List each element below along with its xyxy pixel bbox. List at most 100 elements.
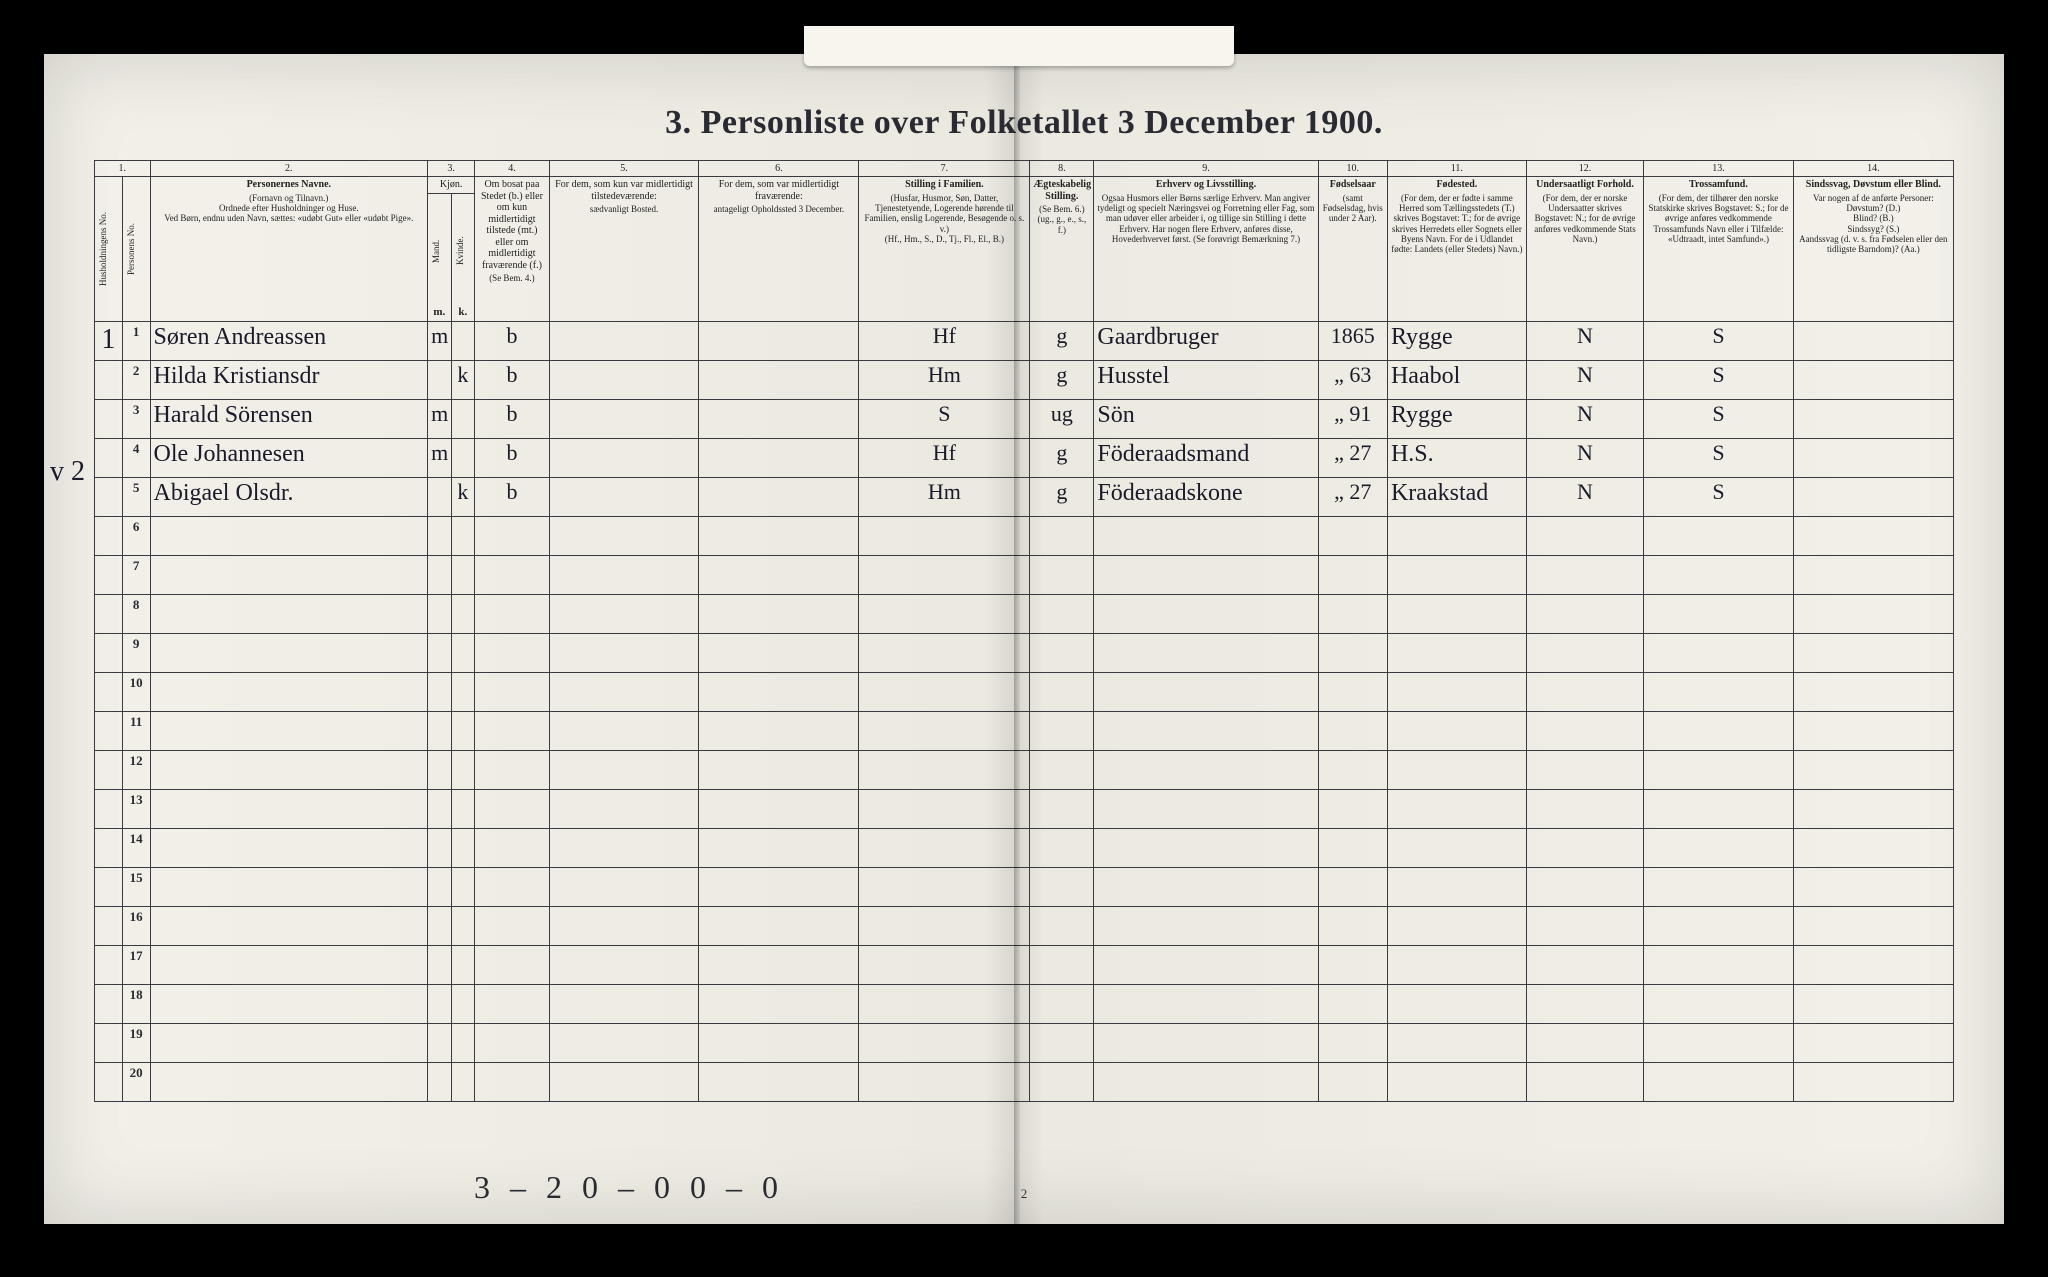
disability bbox=[1793, 478, 1953, 517]
person-no: 8 bbox=[122, 595, 150, 634]
empty-cell bbox=[699, 517, 859, 556]
empty-cell bbox=[1387, 790, 1526, 829]
empty-cell bbox=[428, 907, 451, 946]
person-no: 17 bbox=[122, 946, 150, 985]
family-position: Hf bbox=[859, 322, 1030, 361]
empty-cell bbox=[549, 790, 698, 829]
person-no: 11 bbox=[122, 712, 150, 751]
empty-cell bbox=[549, 985, 698, 1024]
colnum-10: 10. bbox=[1318, 160, 1387, 177]
family-position: S bbox=[859, 400, 1030, 439]
household-no bbox=[95, 478, 123, 517]
sex-male: m bbox=[428, 400, 451, 439]
hdr-residence: Om bosat paa Stedet (b.) eller om kun mi… bbox=[475, 177, 550, 322]
empty-cell bbox=[1030, 829, 1094, 868]
empty-cell bbox=[1318, 751, 1387, 790]
empty-cell bbox=[451, 1024, 474, 1063]
empty-cell bbox=[95, 829, 123, 868]
empty-cell bbox=[859, 868, 1030, 907]
residence-status: b bbox=[475, 439, 550, 478]
table-row-empty: 16 bbox=[95, 907, 1954, 946]
empty-cell bbox=[1793, 829, 1953, 868]
hdr-occupation: Erhverv og Livsstilling. Ogsaa Husmors e… bbox=[1094, 177, 1318, 322]
empty-cell bbox=[1644, 946, 1793, 985]
residence-status: b bbox=[475, 322, 550, 361]
empty-cell bbox=[699, 634, 859, 673]
colnum-9: 9. bbox=[1094, 160, 1318, 177]
empty-cell bbox=[475, 634, 550, 673]
table-row-empty: 6 bbox=[95, 517, 1954, 556]
person-no: 9 bbox=[122, 634, 150, 673]
residence-status: b bbox=[475, 361, 550, 400]
binder-tab bbox=[804, 26, 1234, 66]
table-row-empty: 12 bbox=[95, 751, 1954, 790]
empty-cell bbox=[1644, 985, 1793, 1024]
religion: S bbox=[1644, 361, 1793, 400]
family-position: Hm bbox=[859, 478, 1030, 517]
empty-cell bbox=[1526, 907, 1643, 946]
header-row-main: Husholdningens No. Personens No. Persone… bbox=[95, 177, 1954, 194]
person-no: 6 bbox=[122, 517, 150, 556]
empty-cell bbox=[475, 868, 550, 907]
empty-cell bbox=[1030, 1063, 1094, 1102]
empty-cell bbox=[549, 556, 698, 595]
empty-cell bbox=[1526, 946, 1643, 985]
colnum-3: 3. bbox=[428, 160, 475, 177]
hdr-names: Personernes Navne. (Fornavn og Tilnavn.)… bbox=[150, 177, 428, 322]
empty-cell bbox=[1030, 712, 1094, 751]
empty-cell bbox=[428, 946, 451, 985]
empty-cell bbox=[1318, 634, 1387, 673]
sex-male: m bbox=[428, 439, 451, 478]
empty-cell bbox=[1526, 829, 1643, 868]
household-no bbox=[95, 439, 123, 478]
empty-cell bbox=[1030, 1024, 1094, 1063]
empty-cell bbox=[699, 790, 859, 829]
empty-cell bbox=[475, 829, 550, 868]
empty-cell bbox=[859, 985, 1030, 1024]
hdr-temp-absent: For dem, som var midlertidigt fraværende… bbox=[699, 177, 859, 322]
empty-cell bbox=[1644, 556, 1793, 595]
empty-cell bbox=[1030, 790, 1094, 829]
table-row: 3Harald SörensenmbSugSön„ 91RyggeNS bbox=[95, 400, 1954, 439]
temp-absent bbox=[699, 322, 859, 361]
column-number-row: 1. 2. 3. 4. 5. 6. 7. 8. 9. 10. 11. 12. 1… bbox=[95, 160, 1954, 177]
colnum-12: 12. bbox=[1526, 160, 1643, 177]
birth-year: „ 27 bbox=[1318, 439, 1387, 478]
empty-cell bbox=[699, 946, 859, 985]
empty-cell bbox=[699, 868, 859, 907]
table-row: 4Ole JohannesenmbHfgFöderaadsmand„ 27H.S… bbox=[95, 439, 1954, 478]
empty-cell bbox=[1318, 556, 1387, 595]
empty-cell bbox=[549, 1024, 698, 1063]
empty-cell bbox=[150, 556, 428, 595]
birth-place: Rygge bbox=[1387, 400, 1526, 439]
temp-absent bbox=[699, 478, 859, 517]
empty-cell bbox=[95, 1024, 123, 1063]
hdr-disability: Sindssvag, Døvstum eller Blind. Var noge… bbox=[1793, 177, 1953, 322]
empty-cell bbox=[150, 985, 428, 1024]
person-name: Harald Sörensen bbox=[150, 400, 428, 439]
empty-cell bbox=[1793, 751, 1953, 790]
table-row-empty: 14 bbox=[95, 829, 1954, 868]
empty-cell bbox=[150, 829, 428, 868]
empty-cell bbox=[859, 829, 1030, 868]
person-name: Abigael Olsdr. bbox=[150, 478, 428, 517]
empty-cell bbox=[1030, 673, 1094, 712]
empty-cell bbox=[428, 790, 451, 829]
empty-cell bbox=[1526, 1024, 1643, 1063]
residence-status: b bbox=[475, 478, 550, 517]
table-row: 11Søren AndreassenmbHfgGaardbruger1865Ry… bbox=[95, 322, 1954, 361]
sex-male bbox=[428, 361, 451, 400]
empty-cell bbox=[1387, 1063, 1526, 1102]
person-no: 5 bbox=[122, 478, 150, 517]
empty-cell bbox=[95, 595, 123, 634]
disability bbox=[1793, 439, 1953, 478]
birth-year: „ 91 bbox=[1318, 400, 1387, 439]
person-no: 16 bbox=[122, 907, 150, 946]
empty-cell bbox=[699, 985, 859, 1024]
empty-cell bbox=[1526, 712, 1643, 751]
person-no: 20 bbox=[122, 1063, 150, 1102]
colnum-14: 14. bbox=[1793, 160, 1953, 177]
household-no bbox=[95, 400, 123, 439]
empty-cell bbox=[1094, 946, 1318, 985]
empty-cell bbox=[1644, 634, 1793, 673]
